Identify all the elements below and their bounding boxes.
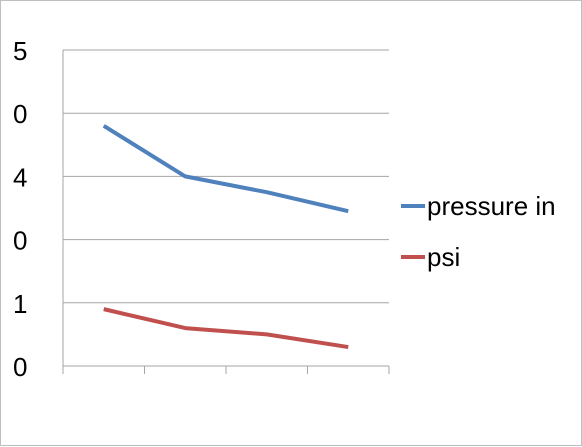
legend-label: pressure in [427, 191, 556, 221]
y-tick-label: 0 [13, 225, 27, 255]
y-tick-label: 0 [13, 352, 27, 382]
legend: pressure in psi [401, 191, 556, 272]
y-tick-label: 1 [13, 289, 27, 319]
y-tick-label: 5 [13, 36, 27, 66]
series-lines [104, 126, 349, 347]
legend-label: psi [427, 242, 460, 272]
y-tick-label: 0 [13, 99, 27, 129]
y-tick-label: 4 [13, 162, 27, 192]
y-axis-tick-labels: 5 0 4 0 1 0 [13, 36, 27, 382]
x-axis [63, 50, 389, 374]
gridlines [63, 50, 389, 303]
series-line-1 [104, 309, 349, 347]
series-line-0 [104, 126, 349, 211]
